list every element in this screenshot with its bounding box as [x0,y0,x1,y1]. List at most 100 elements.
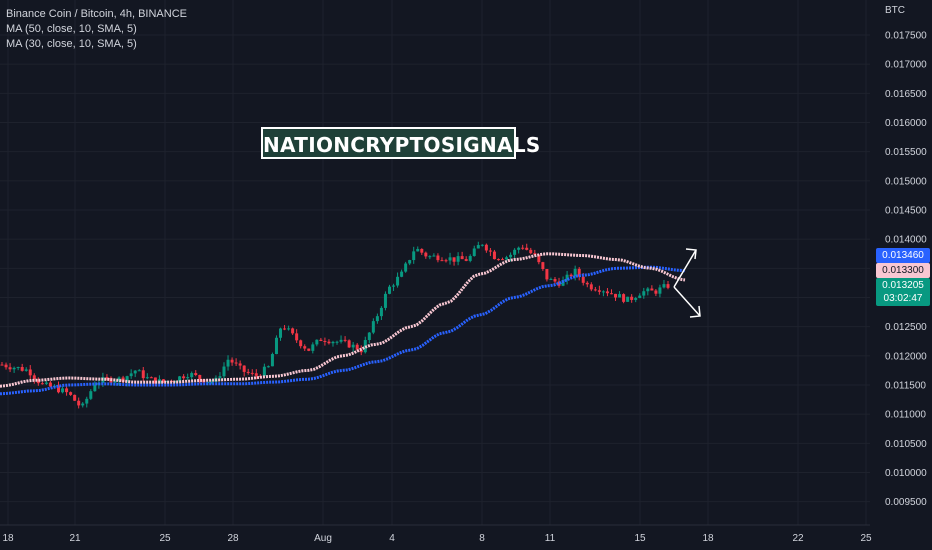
candle-body [605,291,609,294]
candle-body [295,333,299,341]
candle-body [549,279,553,281]
candle-body [521,247,525,249]
price-tick-label: 0.017500 [885,31,927,42]
candle-body [496,259,500,261]
candle-body [335,341,339,343]
last-price-value: 0.013205 [882,280,924,291]
candle-body [589,284,593,290]
candle-body [182,376,186,379]
candle-body [585,282,589,285]
candle-body [198,374,202,380]
candle-body [452,257,456,262]
ma-30-legend[interactable]: MA (30, close, 10, SMA, 5) [6,38,137,50]
candle-body [129,373,133,377]
time-tick-label: 25 [860,533,872,544]
candle-body [638,295,642,299]
candle-body [456,256,460,262]
time-tick-label: 18 [2,533,14,544]
price-tick-label: 0.015000 [885,176,927,187]
time-axis[interactable]: 18 21 25 28 Aug 4 8 11 15 18 22 25 [0,524,872,544]
candle-body [650,288,654,291]
candle-body [303,346,307,349]
candle-body [69,392,73,395]
price-tick-label: 0.015500 [885,147,927,158]
candle-body [210,381,214,383]
candle-body [593,289,597,291]
candle-body [517,247,521,250]
price-tick-label: 0.016000 [885,118,927,129]
candle-body [194,373,198,375]
time-tick-label: 18 [702,533,714,544]
candle-body [270,354,274,367]
time-tick-label: 21 [69,533,81,544]
candle-body [274,337,278,355]
candle-body [396,276,400,286]
candle-body [662,284,666,288]
candle-body [666,284,670,288]
candle-body [238,363,242,366]
candle-body [77,400,81,406]
candle-body [387,286,391,294]
candle-body [488,250,492,252]
candle-body [416,248,420,252]
candle-body [601,291,605,293]
candle-body [226,359,230,367]
candle-body [404,263,408,272]
candle-body [412,251,416,261]
candle-body [460,256,464,260]
candle-body [375,316,379,322]
chart-grid [0,0,870,525]
bar-countdown: 03:02:47 [883,293,923,304]
candle-body [533,253,537,255]
price-tick-label: 0.012500 [885,322,927,333]
candle-body [428,256,432,258]
candle-body [424,252,428,257]
candle-body [436,255,440,261]
candle-body [28,369,32,376]
candle-body [609,293,613,295]
candle-body [444,260,448,262]
time-tick-label: 28 [227,533,239,544]
candle-body [468,256,472,261]
candle-body [279,328,283,338]
candle-body [174,381,178,383]
symbol-title[interactable]: Binance Coin / Bitcoin, 4h, BINANCE [6,8,187,20]
candle-body [573,268,577,277]
candle-body [351,344,355,348]
candle-body [242,365,246,372]
candle-body [355,344,359,350]
candle-body [553,279,557,282]
candle-body [646,288,650,292]
price-tick-label: 0.011500 [885,381,926,392]
candle-body [339,339,343,342]
candle-body [117,377,121,382]
candle-body [626,296,630,302]
candle-body [250,372,254,374]
candle-body [597,290,601,292]
price-tick-label: 0.009500 [885,497,927,508]
candle-body [93,384,97,392]
candle-body [234,362,238,364]
candle-body [408,260,412,264]
candle-body [178,376,182,382]
candle-body [327,341,331,344]
candle-body [283,328,287,330]
time-tick-label: 25 [159,533,171,544]
candle-body [557,281,561,286]
candle-body [505,257,509,260]
candle-body [464,259,468,261]
candle-body [440,260,444,262]
candle-body [266,366,270,368]
price-tick-label: 0.010500 [885,439,927,450]
candle-body [133,370,137,374]
time-tick-label: 22 [792,533,804,544]
candle-body [343,339,347,341]
candle-body [565,274,569,281]
ma-50-legend[interactable]: MA (50, close, 10, SMA, 5) [6,23,137,35]
candle-body [359,349,363,353]
candle-body [113,381,117,383]
candle-body [383,293,387,308]
candle-body [0,364,4,366]
candles [0,241,670,409]
